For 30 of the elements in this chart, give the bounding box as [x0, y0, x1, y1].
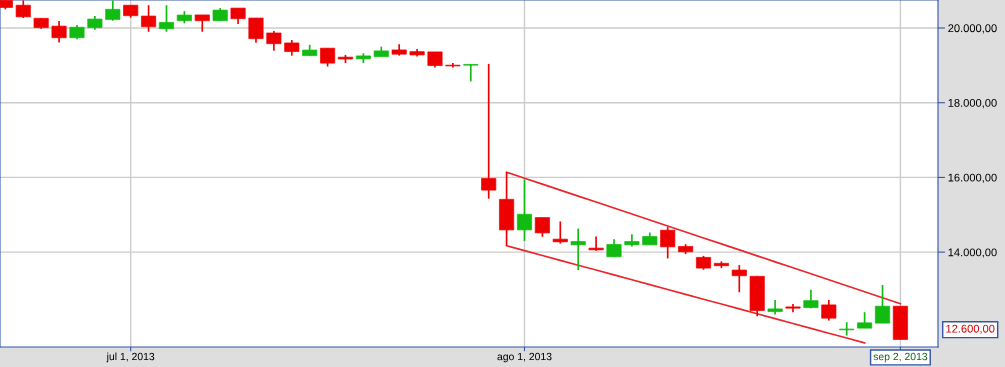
candlestick	[516, 178, 532, 242]
candlestick	[767, 299, 783, 316]
candlestick	[875, 284, 891, 324]
candlestick	[266, 30, 282, 52]
candlestick	[141, 4, 157, 33]
line-series	[505, 244, 866, 344]
y-tick-label: 18.000,00	[948, 98, 997, 109]
candlestick	[588, 235, 604, 252]
candlestick	[320, 47, 336, 68]
candlestick	[463, 63, 479, 83]
y-tick-label: 20.000,00	[948, 24, 997, 34]
candlestick	[105, 0, 121, 22]
candlestick	[821, 299, 837, 322]
candlestick	[481, 63, 497, 200]
x-tick-label: ago 1, 2013	[497, 352, 552, 363]
candlestick	[158, 4, 174, 33]
y-tick-label: 16.000,00	[948, 173, 997, 183]
candlestick	[51, 20, 67, 44]
y-tick-label: 14.000,00	[948, 248, 997, 258]
candlestick	[731, 264, 747, 294]
candlestick	[660, 226, 676, 260]
text: 12.600,00	[946, 324, 995, 334]
candlestick	[839, 321, 855, 337]
line-series	[505, 171, 902, 305]
x-tick-label: jul 1, 2013	[106, 352, 155, 363]
candlestick	[552, 220, 568, 245]
candlestick	[248, 17, 264, 44]
x-tick-label: sep 2, 2013	[873, 352, 928, 363]
candlestick	[570, 227, 586, 271]
candlestick	[534, 216, 550, 238]
